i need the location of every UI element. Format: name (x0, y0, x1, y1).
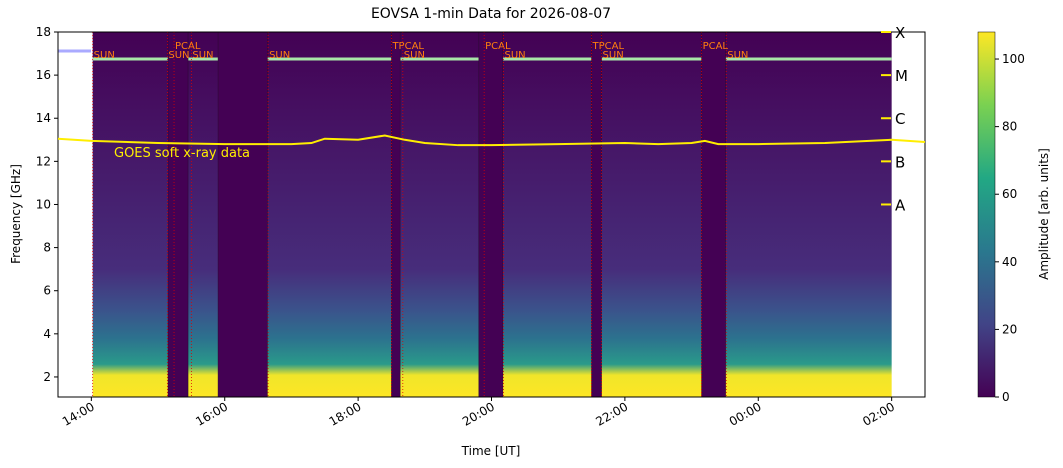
scan-label: SUN (404, 50, 425, 61)
scan-gap (701, 31, 726, 398)
goes-class-label: C (895, 110, 905, 128)
x-tick-label: 18:00 (327, 399, 364, 428)
colorbar-tick-label: 100 (1002, 52, 1025, 66)
colorbar-label: Amplitude [arb. units] (1037, 148, 1051, 280)
goes-class-label: X (895, 24, 905, 42)
x-tick-label: 02:00 (860, 399, 897, 428)
y-tick-label: 14 (36, 111, 51, 125)
scan-gap (217, 31, 268, 398)
y-tick-label: 4 (43, 327, 51, 341)
x-axis-label: Time [UT] (461, 444, 521, 458)
goes-label: GOES soft x-ray data (114, 146, 250, 161)
colorbar-tick-label: 80 (1002, 120, 1017, 134)
x-tick-label: 14:00 (60, 399, 97, 428)
goes-class-label: A (895, 196, 906, 214)
scan-label: SUN (192, 50, 213, 61)
scan-label: SUN (269, 50, 290, 61)
colorbar-tick-label: 60 (1002, 187, 1017, 201)
goes-class-label: M (895, 67, 908, 85)
scan-label: SUN (603, 50, 624, 61)
scan-gap (391, 31, 401, 398)
x-tick-label: 00:00 (727, 399, 764, 428)
scan-label: SUN (505, 50, 526, 61)
y-tick-label: 10 (36, 197, 51, 211)
x-tick-label: 16:00 (193, 399, 230, 428)
colorbar-tick-label: 20 (1002, 322, 1017, 336)
y-axis-label: Frequency [GHz] (9, 164, 23, 264)
y-tick-label: 6 (43, 284, 51, 298)
colorbar-tick-label: 0 (1002, 390, 1010, 404)
y-tick-label: 8 (43, 241, 51, 255)
x-tick-label: 20:00 (460, 399, 497, 428)
scan-label: SUN (94, 50, 115, 61)
scan-label: PCAL (703, 41, 729, 52)
goes-line (57, 134, 926, 147)
y-tick-label: 2 (43, 370, 51, 384)
scan-label: TPCAL (592, 41, 625, 52)
x-tick-label: 22:00 (593, 399, 630, 428)
colorbar (977, 31, 996, 398)
scan-label: PCAL (485, 41, 511, 52)
y-tick-label: 16 (36, 68, 51, 82)
chart-title: EOVSA 1-min Data for 2026-08-07 (371, 6, 611, 22)
scan-gap (478, 31, 504, 398)
y-tick-label: 12 (36, 154, 51, 168)
scan-label: SUN (727, 50, 748, 61)
scan-label: SUN (168, 50, 189, 61)
scan-gap (591, 31, 602, 398)
y-tick-label: 18 (36, 25, 51, 39)
colorbar-tick-label: 40 (1002, 255, 1017, 269)
scan-label: TPCAL (391, 41, 424, 52)
scan-label: PCAL (175, 41, 201, 52)
goes-class-label: B (895, 153, 905, 171)
scan-gap (167, 31, 189, 398)
